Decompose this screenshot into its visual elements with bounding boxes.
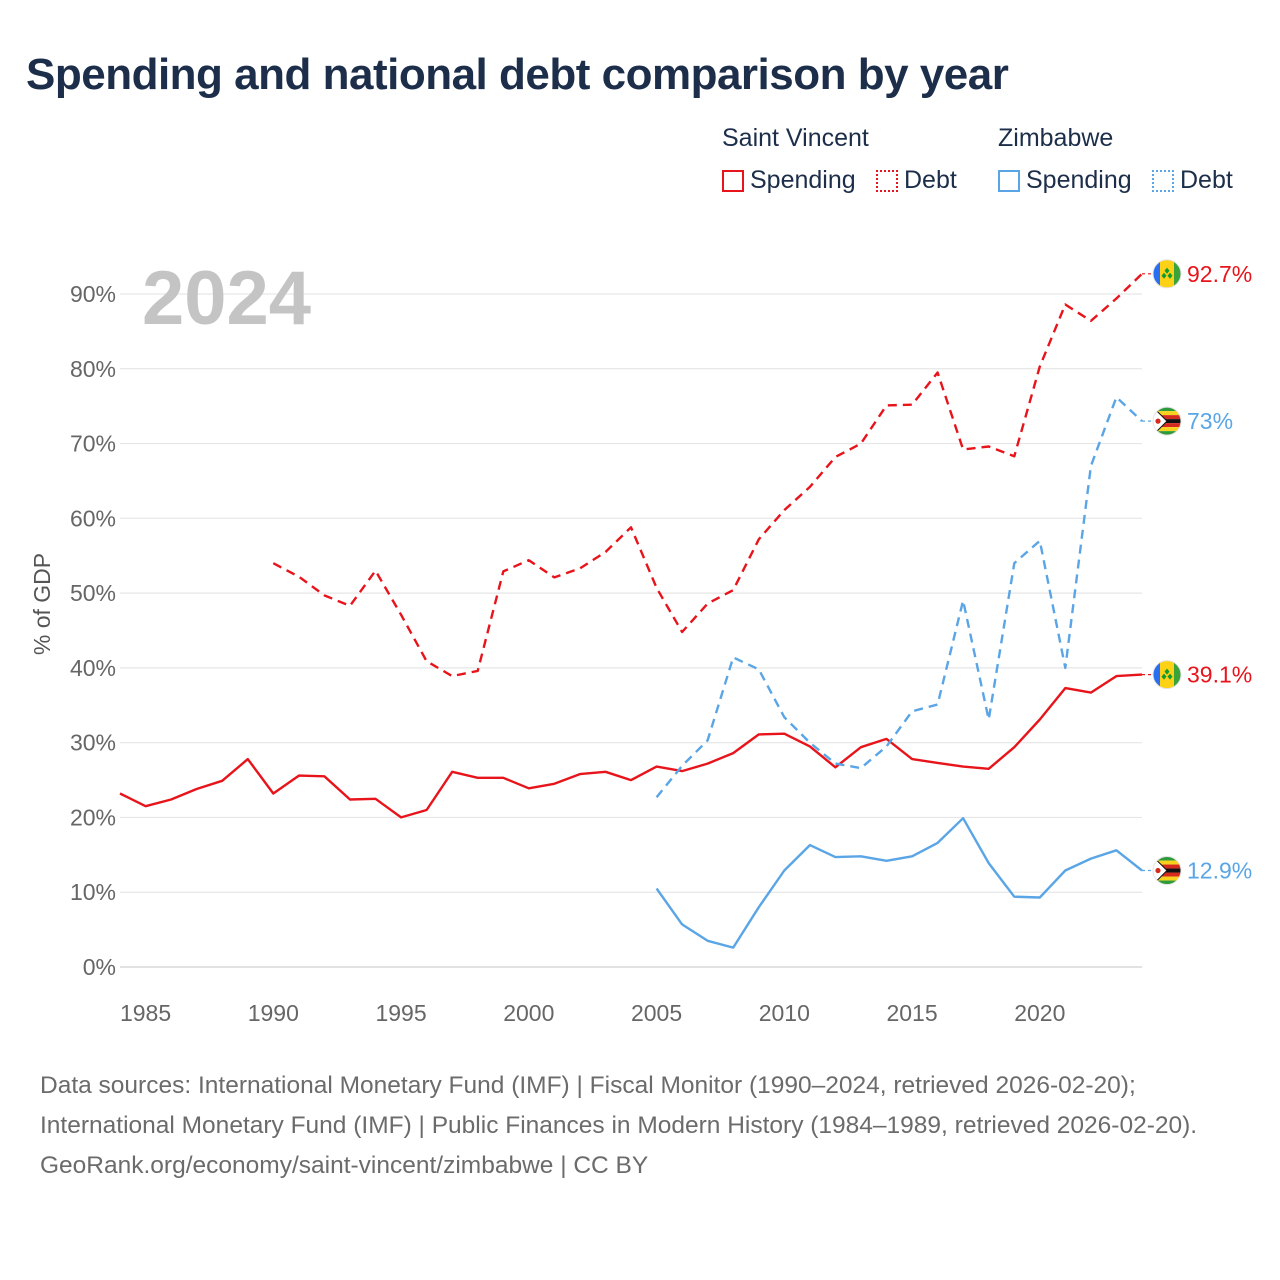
credit-link[interactable]: GeoRank.org/economy/saint-vincent/zimbab… [40, 1152, 649, 1179]
x-tick-label: 2020 [1014, 1000, 1065, 1026]
axes: 0% 10% 20% 30% 40% 50% 60% 70% 80% 90% 1985 1990 199… [70, 281, 1065, 1026]
y-tick-label: 40% [70, 655, 116, 681]
series-line-saint-vincent-debt[interactable] [272, 272, 1143, 678]
x-tick-label: 1990 [248, 1000, 299, 1026]
y-tick-label: 50% [70, 580, 116, 606]
legend-group-title: Zimbabwe [998, 124, 1114, 152]
zimbabwe-flag-icon [1152, 406, 1182, 436]
dotted-line-swatch-icon [876, 169, 898, 192]
series [119, 272, 1143, 949]
legend-item-saint-vincent-debt[interactable]: Debt [876, 166, 957, 195]
end-value-label: 12.9% [1187, 858, 1252, 884]
legend-item-label: Spending [750, 166, 856, 194]
dotted-line-swatch-icon [1152, 169, 1174, 192]
end-value-label: 73% [1187, 408, 1233, 434]
y-tick-label: 0% [83, 954, 116, 980]
legend-item-label: Debt [1180, 166, 1233, 194]
solid-line-swatch-icon [722, 169, 744, 192]
year-watermark: 2024 [142, 256, 311, 341]
x-tick-label: 2015 [886, 1000, 937, 1026]
zimbabwe-flag-icon [1152, 856, 1182, 886]
legend-item-zimbabwe-spending[interactable]: Spending [998, 166, 1132, 195]
saint-vincent-flag-icon [1152, 259, 1182, 289]
series-line-zimbabwe-debt[interactable] [655, 396, 1143, 799]
legend-item-saint-vincent-spending[interactable]: Spending [722, 166, 856, 195]
x-tick-label: 2010 [759, 1000, 810, 1026]
line-chart: 2024 % of GDP 0% 10% 20% 30% 40% 50% 60% 70% 80%… [29, 256, 1252, 1026]
end-value-label: 92.7% [1187, 261, 1252, 287]
x-tick-label: 2005 [631, 1000, 682, 1026]
y-tick-label: 90% [70, 281, 116, 307]
x-tick-label: 1985 [120, 1000, 171, 1026]
end-labels: 39.1% 92.7% 12.9% 73% [1142, 259, 1252, 886]
legend-item-zimbabwe-debt[interactable]: Debt [1152, 166, 1233, 195]
x-tick-label: 2000 [503, 1000, 554, 1026]
end-value-label: 39.1% [1187, 662, 1252, 688]
legend-item-label: Spending [1026, 166, 1132, 194]
y-tick-label: 80% [70, 356, 116, 382]
series-line-saint-vincent-spending[interactable] [119, 673, 1143, 819]
series-line-zimbabwe-spending[interactable] [655, 817, 1143, 949]
y-tick-label: 30% [70, 730, 116, 756]
legend-group-title: Saint Vincent [722, 124, 869, 152]
y-axis-title: % of GDP [29, 553, 55, 655]
footer: Data sources: International Monetary Fun… [40, 1066, 1250, 1186]
data-sources: Data sources: International Monetary Fun… [40, 1072, 1198, 1139]
solid-line-swatch-icon [998, 169, 1020, 192]
saint-vincent-flag-icon [1152, 660, 1182, 690]
gridlines [120, 293, 1142, 968]
y-tick-label: 70% [70, 431, 116, 457]
y-tick-label: 60% [70, 505, 116, 531]
y-tick-label: 10% [70, 879, 116, 905]
y-tick-label: 20% [70, 804, 116, 830]
chart-title: Spending and national debt comparison by… [26, 50, 1009, 99]
x-tick-label: 1995 [375, 1000, 426, 1026]
legend-item-label: Debt [904, 166, 957, 194]
